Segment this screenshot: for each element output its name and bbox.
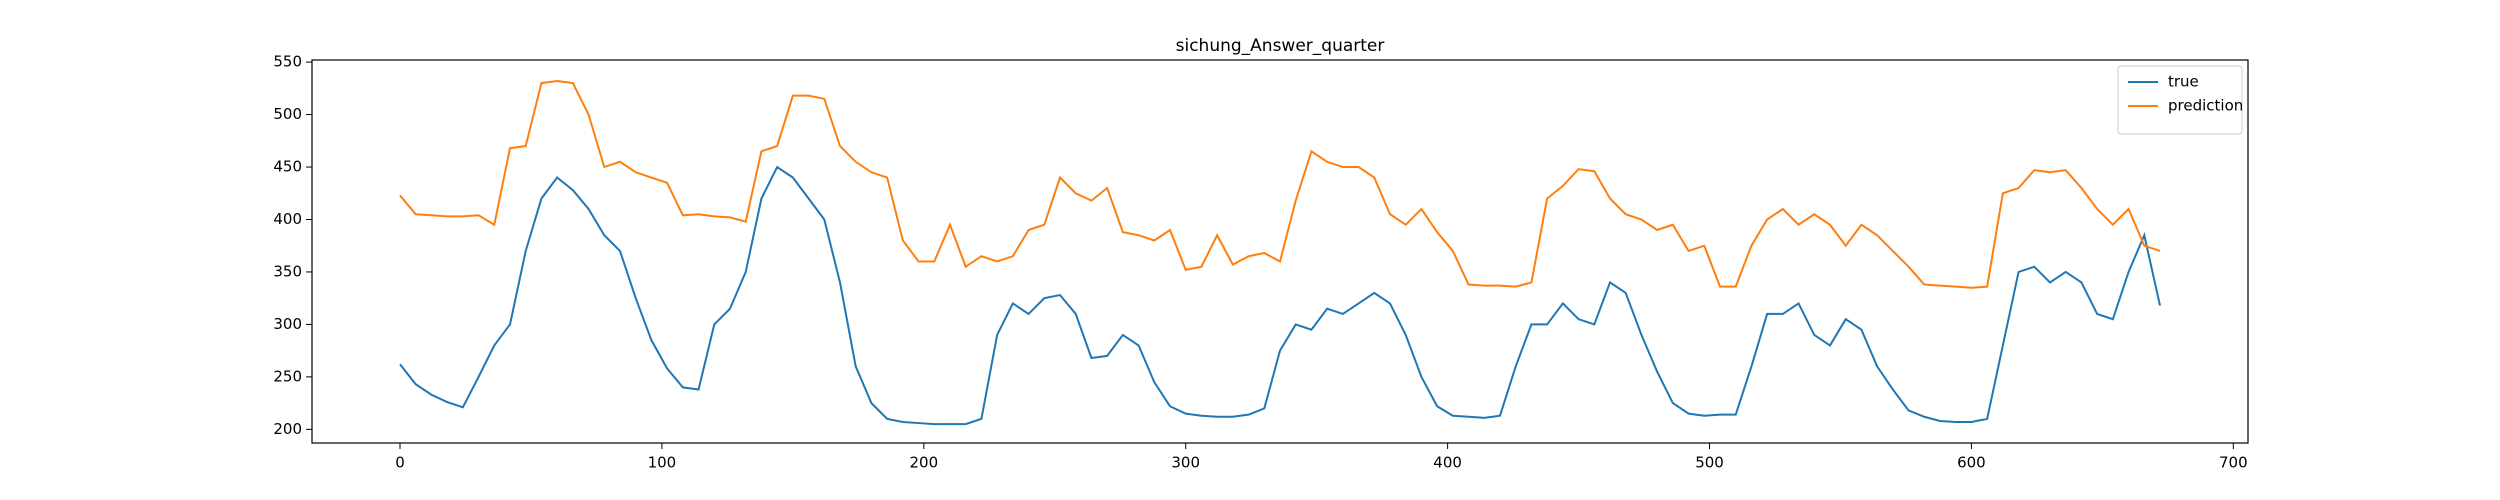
y-tick-label: 350 — [273, 262, 302, 280]
y-tick-label: 200 — [273, 420, 302, 438]
y-tick-label: 550 — [273, 53, 302, 71]
x-tick-label: 600 — [1957, 454, 1986, 472]
series-line — [399, 165, 2161, 426]
y-tick-label: 250 — [273, 367, 302, 385]
series-line — [399, 79, 2161, 289]
x-tick-label: 700 — [2219, 454, 2248, 472]
chart-title: sichung_Answer_quarter — [1176, 36, 1385, 56]
x-tick-label: 500 — [1695, 454, 1724, 472]
x-tick-label: 200 — [909, 454, 938, 472]
x-tick-label: 0 — [395, 454, 405, 472]
legend-label: true — [2168, 73, 2199, 91]
x-tick-label: 400 — [1433, 454, 1462, 472]
x-tick-label: 300 — [1171, 454, 1200, 472]
plot-area — [311, 59, 2249, 444]
legend-label: prediction — [2168, 97, 2243, 115]
x-tick-label: 100 — [648, 454, 677, 472]
y-tick-label: 400 — [273, 210, 302, 228]
y-tick-label: 450 — [273, 158, 302, 176]
y-tick-label: 300 — [273, 315, 302, 333]
y-tick-label: 500 — [273, 105, 302, 123]
